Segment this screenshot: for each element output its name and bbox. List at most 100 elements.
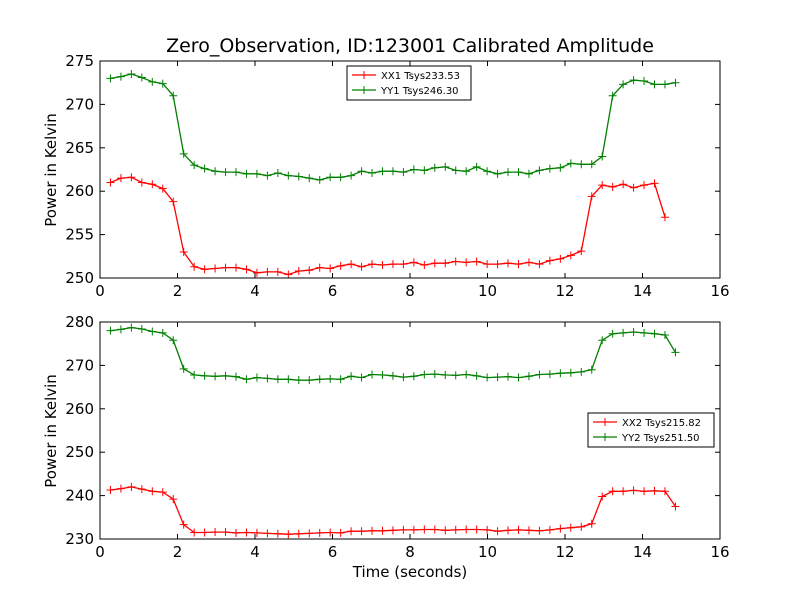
bottom-series-1-point	[587, 519, 596, 528]
top-series-1-point	[472, 257, 481, 266]
bottom-series-1-point	[640, 487, 649, 496]
bottom-series-1-point	[577, 522, 586, 531]
bottom-series-2-point	[106, 326, 115, 335]
bottom-legend-box	[587, 412, 715, 448]
top-series-1-point	[273, 267, 282, 276]
bottom-x-tick-label: 8	[405, 543, 415, 561]
bottom-series-2-point	[483, 373, 492, 382]
bottom-x-tick-label: 14	[633, 543, 652, 561]
top-y-tick-label: 275	[65, 52, 94, 70]
bottom-series-1-point	[545, 525, 554, 534]
bottom-series-1-point	[441, 526, 450, 535]
bottom-y-axis-label: Power in Kelvin	[42, 374, 60, 488]
bottom-series-2-point	[116, 325, 125, 334]
top-series-1-point	[451, 257, 460, 266]
bottom-series-2-point	[190, 370, 199, 379]
bottom-series-2-point	[347, 372, 356, 381]
top-series-2-point	[598, 152, 607, 161]
top-series-2-point	[535, 166, 544, 175]
top-x-tick-label: 14	[633, 282, 652, 300]
top-series-2-point	[211, 167, 220, 176]
top-legend-label: XX1 Tsys233.53	[381, 71, 460, 82]
top-series-1-point	[566, 251, 575, 260]
top-x-tick-label: 6	[328, 282, 338, 300]
top-series-1-point	[399, 260, 408, 269]
bottom-series-2-point	[232, 372, 241, 381]
bottom-series-2-point	[388, 371, 397, 380]
top-series-2-point	[357, 167, 366, 176]
top-series-2-point	[462, 167, 471, 176]
bottom-series-2-point	[378, 370, 387, 379]
bottom-series-2-point	[441, 370, 450, 379]
bottom-series-2-point	[399, 373, 408, 382]
bottom-series-1-point	[252, 528, 261, 537]
bottom-series-1-point	[483, 525, 492, 534]
bottom-series-1-point	[294, 529, 303, 538]
bottom-series-1-point	[660, 487, 669, 496]
top-series-2-point	[493, 169, 502, 178]
top-series-2-point	[640, 76, 649, 85]
bottom-series-1-point	[378, 526, 387, 535]
top-series-1-point	[221, 263, 230, 272]
top-series-1-point	[315, 263, 324, 272]
top-series-1-point	[483, 260, 492, 269]
bottom-series-2-point	[671, 348, 680, 357]
top-series-1-point	[514, 260, 523, 269]
bottom-series-1-point	[420, 525, 429, 534]
top-x-tick-label: 12	[555, 282, 574, 300]
bottom-series-1-point	[106, 485, 115, 494]
bottom-legend-label: XX2 Tsys215.82	[622, 418, 701, 429]
top-series-2-point	[368, 168, 377, 177]
bottom-series-1-point	[368, 526, 377, 535]
top-series-2-point	[294, 172, 303, 181]
top-series-1-point	[284, 270, 293, 279]
bottom-series-1-point	[472, 525, 481, 534]
top-series-2-point	[629, 76, 638, 85]
top-y-tick-label: 250	[65, 269, 94, 287]
bottom-series-1-point	[284, 530, 293, 539]
bottom-series-1-point	[116, 484, 125, 493]
top-series-2-point	[252, 169, 261, 178]
top-series-1-point	[200, 265, 209, 274]
top-series-1-point	[598, 181, 607, 190]
top-series-1-point	[608, 182, 617, 191]
top-series-1-point	[545, 256, 554, 265]
bottom-series-2-point	[608, 329, 617, 338]
bottom-series-2-point	[221, 371, 230, 380]
top-series-2-point	[472, 162, 481, 171]
top-series-2-point	[650, 80, 659, 89]
top-series-1-point	[190, 262, 199, 271]
bottom-series-2-point	[336, 375, 345, 384]
top-series-2-point	[660, 80, 669, 89]
bottom-series-1-point	[388, 526, 397, 535]
bottom-series-2-point	[660, 331, 669, 340]
top-series-2-point	[577, 160, 586, 169]
top-series-1-point	[524, 258, 533, 267]
bottom-y-tick-label: 280	[65, 313, 94, 331]
top-series-2-point	[158, 79, 167, 88]
top-y-tick-label: 260	[65, 182, 94, 200]
top-series-2-point	[619, 80, 628, 89]
bottom-series-2-point	[535, 370, 544, 379]
bottom-series-2-point	[169, 336, 178, 345]
top-series-2-point	[326, 173, 335, 182]
chart-title: Zero_Observation, ID:123001 Calibrated A…	[166, 35, 654, 57]
top-series-2-point	[284, 171, 293, 180]
top-series-2-point	[608, 91, 617, 100]
bottom-series-2-point	[650, 329, 659, 338]
bottom-series-2-point	[294, 376, 303, 385]
bottom-y-tick-label: 240	[65, 487, 94, 505]
top-series-2-point	[504, 168, 513, 177]
bottom-y-tick-label: 230	[65, 530, 94, 548]
bottom-series-2-point	[629, 327, 638, 336]
bottom-series-1-point	[608, 487, 617, 496]
top-series-1-point	[242, 265, 251, 274]
top-series-1-point	[158, 184, 167, 193]
top-series-1-point	[357, 262, 366, 271]
bottom-series-2-point	[640, 328, 649, 337]
bottom-y-tick-label: 270	[65, 356, 94, 374]
bottom-series-2-point	[179, 364, 188, 373]
top-series-2-point	[399, 168, 408, 177]
top-series-1-point	[305, 266, 314, 275]
bottom-series-2-point	[127, 323, 136, 332]
